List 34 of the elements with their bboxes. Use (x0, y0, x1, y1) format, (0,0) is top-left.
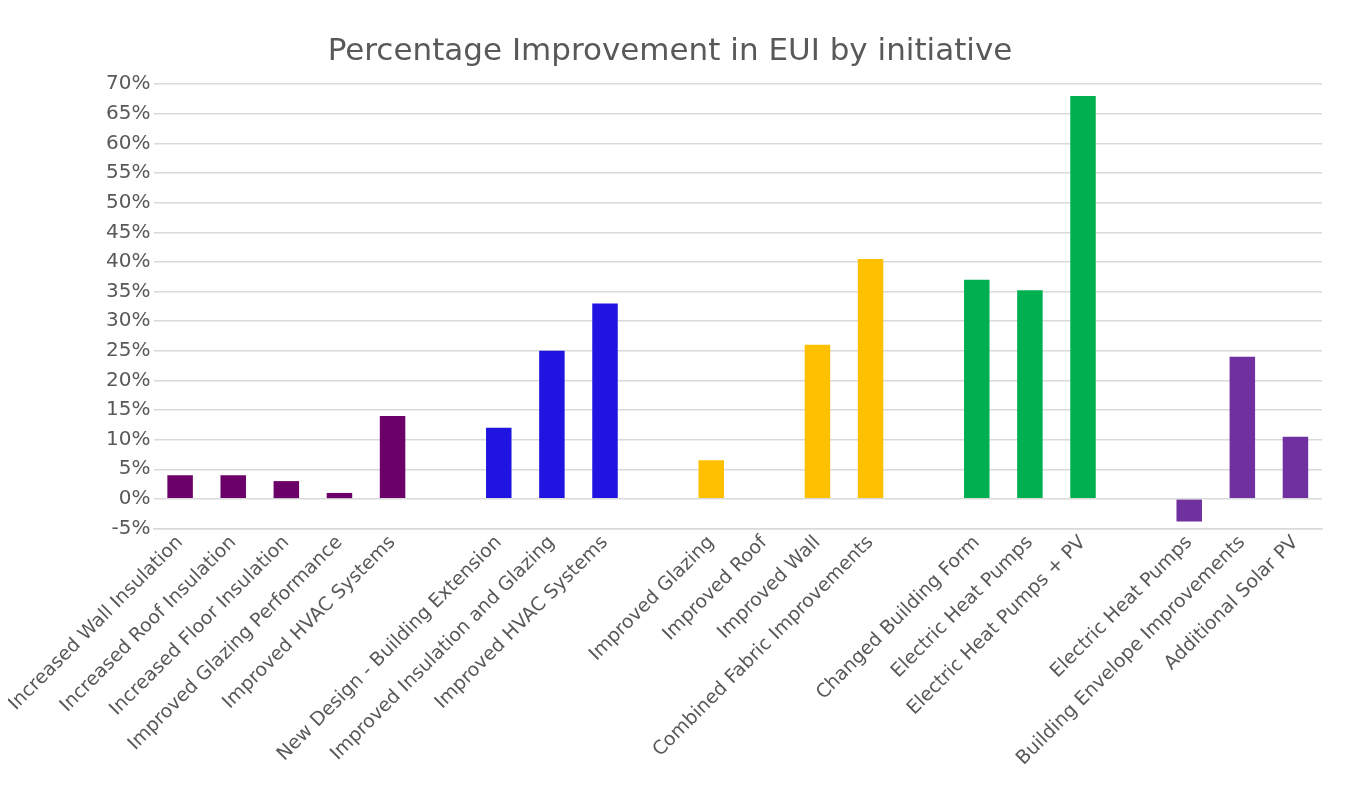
y-tick-label: 35% (106, 277, 151, 302)
y-tick-label: 45% (106, 218, 151, 243)
chart-title: Percentage Improvement in EUI by initiative (327, 30, 1013, 67)
bar (1017, 290, 1043, 499)
bar (857, 258, 884, 499)
y-tick-label: 20% (106, 366, 151, 391)
bar (964, 279, 990, 499)
y-tick-label: 5% (118, 455, 151, 480)
y-tick-label: 30% (106, 307, 151, 332)
bar (220, 475, 246, 499)
bar (1282, 436, 1309, 499)
bar (539, 350, 565, 499)
bar (379, 415, 406, 499)
y-tick-label: 10% (106, 425, 151, 450)
y-tick-label: 55% (106, 159, 151, 184)
bar (1176, 499, 1202, 522)
y-tick-label: -5% (111, 514, 151, 539)
bar (698, 460, 724, 499)
y-tick-label: 0% (118, 485, 151, 510)
y-tick-label: 15% (106, 396, 151, 421)
bar (326, 492, 353, 499)
bar (592, 303, 618, 499)
bar (273, 481, 300, 499)
y-tick-label: 60% (106, 129, 151, 154)
bar (167, 475, 193, 499)
y-tick-label: 40% (106, 248, 151, 273)
y-tick-label: 25% (106, 336, 151, 361)
bar (1229, 356, 1256, 499)
bar (1070, 96, 1096, 499)
bar (804, 344, 831, 499)
y-tick-label: 70% (106, 70, 151, 95)
y-tick-label: 65% (106, 100, 151, 125)
y-tick-label: 50% (106, 188, 151, 213)
bar (486, 427, 512, 499)
